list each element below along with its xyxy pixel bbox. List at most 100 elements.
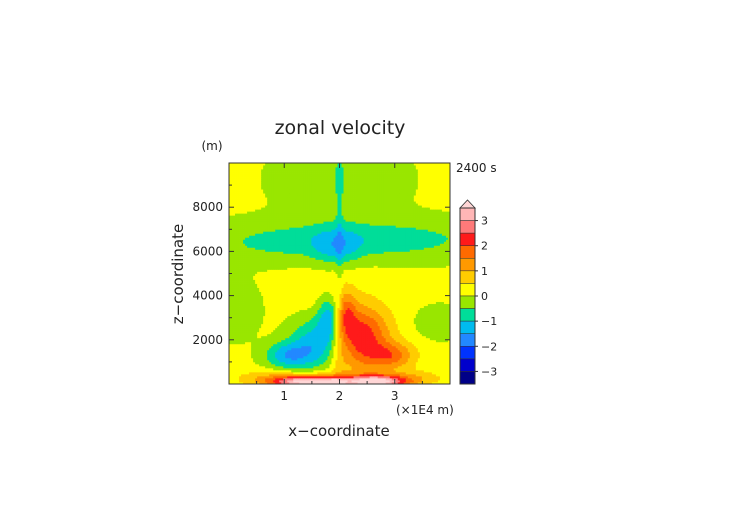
contour-cell xyxy=(255,167,258,170)
contour-cell xyxy=(313,229,316,232)
contour-cell xyxy=(235,277,238,280)
contour-cell xyxy=(239,357,242,361)
contour-cell xyxy=(259,381,262,385)
contour-cell xyxy=(273,333,276,337)
contour-cell xyxy=(275,193,278,196)
contour-cell xyxy=(315,289,318,292)
contour-cell xyxy=(263,175,266,178)
contour-cell xyxy=(237,213,240,216)
contour-cell xyxy=(309,269,312,272)
contour-cell xyxy=(247,251,250,254)
contour-cell xyxy=(285,279,288,282)
contour-cell xyxy=(239,379,242,383)
contour-cell xyxy=(273,315,276,319)
contour-cell xyxy=(245,291,248,294)
contour-cell xyxy=(263,239,266,242)
contour-cell xyxy=(279,309,282,313)
contour-cell xyxy=(289,369,292,373)
contour-cell xyxy=(317,203,320,206)
contour-cell xyxy=(277,201,280,204)
contour-cell xyxy=(235,267,238,270)
contour-cell xyxy=(239,349,242,353)
contour-cell xyxy=(307,297,310,301)
contour-cell xyxy=(235,203,238,206)
contour-cell xyxy=(263,337,266,341)
contour-cell xyxy=(237,257,240,260)
contour-cell xyxy=(283,295,286,299)
contour-cell xyxy=(249,327,252,331)
contour-cell xyxy=(231,287,234,290)
contour-cell xyxy=(303,345,306,349)
contour-cell xyxy=(295,205,298,208)
contour-cell xyxy=(263,321,266,325)
contour-cell xyxy=(247,203,250,206)
contour-cell xyxy=(251,193,254,196)
contour-cell xyxy=(233,251,236,254)
contour-cell xyxy=(297,265,300,268)
contour-cell xyxy=(293,343,296,347)
contour-cell xyxy=(293,205,296,208)
contour-cell xyxy=(275,189,278,192)
contour-cell xyxy=(297,269,300,272)
contour-cell xyxy=(317,271,320,274)
contour-cell xyxy=(255,201,258,204)
contour-cell xyxy=(259,275,262,278)
contour-cell xyxy=(275,211,278,214)
contour-cell xyxy=(267,233,270,236)
contour-cell xyxy=(299,241,302,244)
contour-cell xyxy=(283,283,286,286)
contour-cell xyxy=(311,271,314,274)
contour-cell xyxy=(229,261,232,264)
contour-cell xyxy=(261,233,264,236)
contour-cell xyxy=(313,321,316,325)
contour-cell xyxy=(293,271,296,274)
contour-cell xyxy=(311,323,314,327)
contour-cell xyxy=(265,363,268,367)
contour-cell xyxy=(287,211,290,214)
contour-cell xyxy=(303,381,306,385)
contour-cell xyxy=(261,295,264,299)
contour-cell xyxy=(253,305,256,309)
contour-cell xyxy=(277,259,280,262)
contour-cell xyxy=(279,203,282,206)
contour-cell xyxy=(243,375,246,379)
contour-cell xyxy=(307,325,310,329)
contour-cell xyxy=(279,181,282,184)
contour-cell xyxy=(281,199,284,202)
contour-cell xyxy=(279,315,282,319)
contour-cell xyxy=(279,327,282,331)
contour-cell xyxy=(305,351,308,355)
contour-cell xyxy=(255,271,258,274)
contour-cell xyxy=(297,171,300,174)
contour-cell xyxy=(267,213,270,216)
contour-cell xyxy=(235,165,238,168)
contour-cell xyxy=(315,297,318,301)
contour-cell xyxy=(309,179,312,182)
contour-cell xyxy=(253,255,256,258)
contour-cell xyxy=(313,369,316,373)
contour-cell xyxy=(269,237,272,240)
contour-cell xyxy=(273,339,276,343)
contour-cell xyxy=(291,377,294,381)
contour-cell xyxy=(235,313,238,317)
contour-cell xyxy=(255,191,258,194)
contour-cell xyxy=(311,219,314,222)
contour-cell xyxy=(305,373,308,377)
contour-cell xyxy=(317,251,320,254)
contour-cell xyxy=(277,189,280,192)
contour-cell xyxy=(291,255,294,258)
contour-cell xyxy=(277,273,280,276)
contour-cell xyxy=(305,307,308,311)
contour-cell xyxy=(255,309,258,313)
contour-cell xyxy=(247,377,250,381)
contour-cell xyxy=(249,377,252,381)
contour-cell xyxy=(313,259,316,262)
contour-cell xyxy=(263,211,266,214)
contour-cell xyxy=(235,325,238,329)
contour-cell xyxy=(261,331,264,335)
contour-cell xyxy=(249,363,252,367)
contour-cell xyxy=(315,331,318,335)
contour-cell xyxy=(311,231,314,234)
contour-cell xyxy=(315,177,318,180)
contour-cell xyxy=(271,363,274,367)
